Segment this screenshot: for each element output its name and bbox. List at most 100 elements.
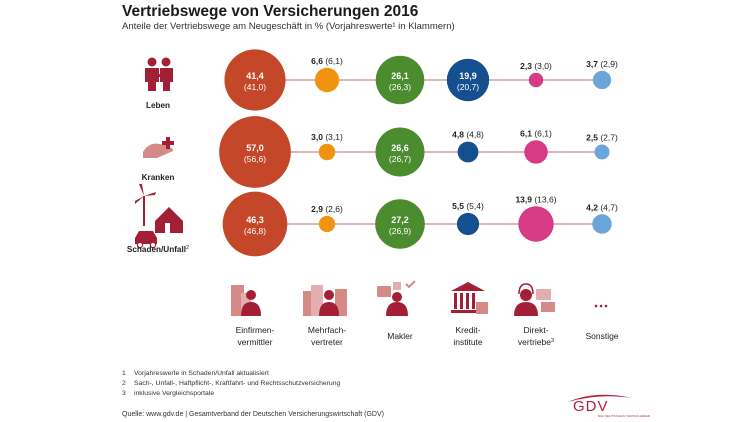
value-label: 46,3 bbox=[246, 215, 264, 225]
bubble bbox=[375, 55, 425, 105]
value-label-current: 5,5 bbox=[452, 201, 466, 211]
prev-value-label: (41,0) bbox=[244, 82, 266, 92]
value-label-current: 2,9 bbox=[311, 204, 325, 214]
bubble bbox=[318, 143, 336, 161]
prev-value-label: (46,8) bbox=[244, 226, 266, 236]
footnote-3-text: inklusive Vergleichsportale bbox=[134, 390, 215, 397]
value-label-prev: (4,8) bbox=[466, 130, 484, 140]
value-label-prev: (3,1) bbox=[325, 132, 343, 142]
value-label: 4,2 (4,7) bbox=[586, 202, 618, 212]
bank-icon bbox=[451, 282, 488, 314]
value-label: 3,7 (2,9) bbox=[586, 59, 618, 69]
row-label-sup: 2 bbox=[186, 245, 189, 251]
bubble bbox=[224, 49, 286, 111]
value-label: 6,1 (6,1) bbox=[520, 128, 552, 138]
bubble bbox=[222, 191, 288, 257]
prev-value-label: (26,7) bbox=[389, 154, 411, 164]
broker-icon bbox=[377, 280, 416, 316]
channel-label-line2: vertriebe3 bbox=[518, 337, 554, 347]
bubble bbox=[592, 70, 612, 90]
value-label-prev: (4,7) bbox=[600, 202, 618, 212]
footnote-2-number: 2 bbox=[122, 380, 126, 387]
value-label: 2,3 (3,0) bbox=[520, 61, 552, 71]
value-label: 2,9 (2,6) bbox=[311, 204, 343, 214]
bubble bbox=[528, 72, 544, 88]
value-label-current: 2,3 bbox=[520, 61, 534, 71]
bubble bbox=[219, 116, 291, 188]
footnote-1-number: 1 bbox=[122, 370, 126, 377]
value-label: 19,9 bbox=[459, 71, 477, 81]
channel-label-line1: Kredit- bbox=[455, 325, 480, 335]
channel-label-line2: institute bbox=[453, 337, 483, 347]
bubble bbox=[318, 215, 336, 233]
value-label: 2,5 (2,7) bbox=[586, 132, 618, 142]
bubble bbox=[456, 212, 480, 236]
value-label: 57,0 bbox=[246, 143, 264, 153]
prev-value-label: (26,9) bbox=[389, 226, 411, 236]
gdv-logo-text: GDV bbox=[573, 398, 609, 415]
channel-label-sup: 3 bbox=[551, 338, 554, 344]
call-center-icon bbox=[514, 283, 555, 316]
gdv-logo-subtext: DIE DEUTSCHEN VERSICHERER bbox=[598, 414, 651, 418]
footnote-1-text: Vorjahreswerte in Schaden/Unfall aktuali… bbox=[134, 370, 269, 377]
value-label-prev: (6,1) bbox=[534, 128, 552, 138]
bubble bbox=[592, 214, 612, 234]
multi-office-agent-icon bbox=[303, 285, 347, 316]
bubble bbox=[524, 140, 548, 164]
value-label-prev: (3,0) bbox=[534, 61, 552, 71]
prev-value-label: (26,3) bbox=[389, 82, 411, 92]
value-label: 41,4 bbox=[246, 71, 264, 81]
bubble bbox=[594, 144, 610, 160]
value-label: 4,8 (4,8) bbox=[452, 130, 484, 140]
family-icon bbox=[145, 57, 173, 91]
channel-label-line1: Mehrfach- bbox=[308, 325, 346, 335]
chart-subtitle: Anteile der Vertriebswege am Neugeschäft… bbox=[122, 21, 455, 32]
dots-icon bbox=[594, 304, 608, 308]
channel-label-line1: Einfirmen- bbox=[236, 325, 275, 335]
channel-label-line2: vermittler bbox=[238, 337, 273, 347]
value-label: 26,6 bbox=[391, 143, 409, 153]
value-label: 5,5 (5,4) bbox=[452, 201, 484, 211]
value-label-current: 13,9 bbox=[515, 194, 534, 204]
value-label: 6,6 (6,1) bbox=[311, 56, 343, 66]
value-label-current: 4,8 bbox=[452, 130, 466, 140]
prev-value-label: (20,7) bbox=[457, 82, 479, 92]
channel-label-line2: vertreter bbox=[311, 337, 343, 347]
bubble bbox=[375, 199, 425, 249]
bubble bbox=[314, 67, 340, 93]
row-label: Schaden/Unfall2 bbox=[127, 245, 189, 254]
value-label-current: 6,1 bbox=[520, 128, 534, 138]
gdv-logo-swoosh bbox=[568, 394, 632, 402]
value-label-prev: (6,1) bbox=[325, 56, 343, 66]
row-label: Kranken bbox=[142, 173, 175, 182]
value-label-prev: (2,6) bbox=[325, 204, 343, 214]
source-note: Quelle: www.gdv.de | Gesamtverband der D… bbox=[122, 411, 384, 418]
value-label-prev: (2,7) bbox=[600, 132, 618, 142]
house-car-windmill-icon bbox=[135, 184, 183, 249]
channel-label-line1: Direkt- bbox=[523, 325, 548, 335]
footnote-3: 3 inklusive Vergleichsportale bbox=[122, 390, 214, 397]
health-care-hand-icon bbox=[143, 137, 174, 158]
value-label: 13,9 (13,6) bbox=[515, 194, 556, 204]
bubble bbox=[518, 206, 554, 242]
footnote-2-text: Sach-, Unfall-, Haftpflicht-, Kraftfahrt… bbox=[134, 380, 341, 387]
bubble bbox=[375, 127, 425, 177]
bubble bbox=[457, 141, 479, 163]
chart-title: Vertriebswege von Versicherungen 2016 bbox=[122, 3, 419, 20]
value-label-current: 4,2 bbox=[586, 202, 600, 212]
prev-value-label: (56,6) bbox=[244, 154, 266, 164]
value-label-current: 2,5 bbox=[586, 132, 600, 142]
footnote-3-number: 3 bbox=[122, 390, 126, 397]
footnote-2: 2 Sach-, Unfall-, Haftpflicht-, Kraftfahr… bbox=[122, 380, 340, 387]
value-label-prev: (2,9) bbox=[600, 59, 618, 69]
channel-label-line2: Sonstige bbox=[585, 331, 618, 341]
value-label: 3,0 (3,1) bbox=[311, 132, 343, 142]
bubble bbox=[446, 58, 490, 102]
value-label-prev: (5,4) bbox=[466, 201, 484, 211]
value-label: 26,1 bbox=[391, 71, 409, 81]
value-label-current: 6,6 bbox=[311, 56, 325, 66]
channel-label-line2: Makler bbox=[387, 331, 413, 341]
value-label-current: 3,0 bbox=[311, 132, 325, 142]
value-label-current: 3,7 bbox=[586, 59, 600, 69]
